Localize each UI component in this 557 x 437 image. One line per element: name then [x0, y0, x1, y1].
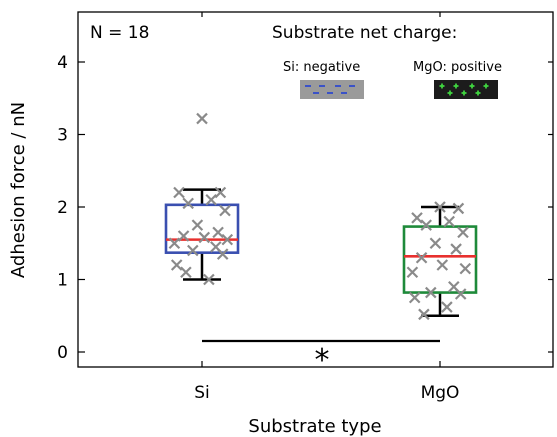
data-point: [420, 219, 432, 231]
data-point-stroke: [182, 197, 194, 210]
data-point: [221, 233, 234, 246]
data-point-stroke: [457, 226, 469, 239]
data-point: [219, 204, 231, 217]
data-point-stroke: [459, 262, 472, 275]
data-point: [434, 201, 446, 213]
data-point: [187, 244, 199, 257]
data-point-stroke: [454, 288, 467, 300]
data-point: [177, 230, 190, 242]
data-point-stroke: [441, 301, 453, 313]
legend-label-si: Si: negative: [283, 60, 360, 75]
data-point: [436, 259, 449, 271]
legend-swatches: [300, 80, 498, 99]
data-point-stroke: [221, 233, 234, 246]
data-point: [452, 202, 465, 215]
data-point-stroke: [436, 259, 449, 271]
data-point: [418, 308, 430, 321]
data-point-stroke: [450, 243, 462, 255]
data-point-stroke: [418, 308, 430, 321]
data-point: [180, 266, 192, 279]
data-point: [212, 226, 224, 239]
data-point: [205, 193, 217, 206]
boxes: [164, 188, 478, 317]
data-point: [429, 237, 442, 250]
data-point-stroke: [415, 251, 428, 264]
data-point-stroke: [214, 186, 227, 199]
x-tick-label: MgO: [421, 383, 460, 403]
data-point-stroke: [205, 193, 217, 206]
data-point-stroke: [196, 112, 208, 125]
box-mgo: [402, 225, 478, 294]
data-point: [450, 243, 462, 255]
data-point: [457, 226, 469, 239]
data-point: [168, 237, 181, 250]
data-points: [168, 112, 472, 321]
data-point: [210, 241, 222, 253]
x-tick-label: Si: [194, 383, 210, 403]
data-point-stroke: [170, 259, 183, 271]
data-point: [415, 251, 428, 264]
data-point-stroke: [203, 273, 215, 286]
n-annotation: N = 18: [90, 23, 149, 43]
data-point: [191, 219, 204, 231]
box-si: [164, 203, 240, 254]
data-point-stroke: [187, 244, 199, 257]
data-point: [425, 286, 437, 299]
data-point: [182, 197, 194, 210]
data-point: [173, 186, 185, 199]
y-tick-label: 4: [57, 53, 68, 73]
legend-swatch: [434, 80, 498, 99]
data-point-stroke: [177, 230, 190, 242]
data-point-stroke: [168, 237, 181, 250]
data-point-stroke: [434, 201, 446, 213]
data-point: [443, 215, 455, 228]
data-point-stroke: [210, 241, 222, 253]
data-point-stroke: [408, 291, 421, 304]
data-point-stroke: [448, 280, 460, 293]
y-tick-label: 3: [57, 126, 68, 146]
y-tick-label: 2: [57, 198, 68, 218]
data-point: [406, 266, 419, 279]
x-axis: Si MgO: [194, 12, 459, 403]
data-point: [408, 291, 421, 304]
data-point: [198, 231, 211, 244]
data-point-stroke: [429, 237, 442, 250]
data-point: [170, 259, 183, 271]
data-point: [411, 212, 423, 224]
data-point-stroke: [411, 212, 423, 224]
legend-title: Substrate net charge:: [272, 23, 457, 43]
data-point-stroke: [425, 286, 437, 299]
data-point: [448, 280, 460, 293]
data-point: [459, 262, 472, 275]
y-tick-label: 0: [57, 343, 68, 363]
data-point: [214, 186, 227, 199]
y-axis-label: Adhesion force / nN: [8, 102, 29, 278]
plot-frame: [77, 11, 554, 368]
data-point-stroke: [180, 266, 192, 279]
y-tick-label: 1: [57, 271, 68, 291]
data-point-stroke: [452, 202, 465, 215]
data-point: [441, 301, 453, 313]
data-point-stroke: [219, 204, 231, 217]
data-point-stroke: [216, 248, 229, 260]
data-point-stroke: [191, 219, 204, 231]
significance-marker: *: [315, 343, 330, 378]
data-point-stroke: [443, 215, 455, 228]
data-point-stroke: [212, 226, 224, 239]
data-point-stroke: [420, 219, 432, 231]
legend-swatch: [300, 80, 364, 99]
data-point-stroke: [173, 186, 185, 199]
data-point: [196, 112, 208, 125]
data-point: [203, 273, 215, 286]
data-point-stroke: [406, 266, 419, 279]
data-point-stroke: [198, 231, 211, 244]
legend-label-mgo: MgO: positive: [413, 60, 502, 75]
x-axis-label: Substrate type: [248, 416, 381, 437]
y-axis: 0 1 2 3 4: [57, 53, 553, 363]
